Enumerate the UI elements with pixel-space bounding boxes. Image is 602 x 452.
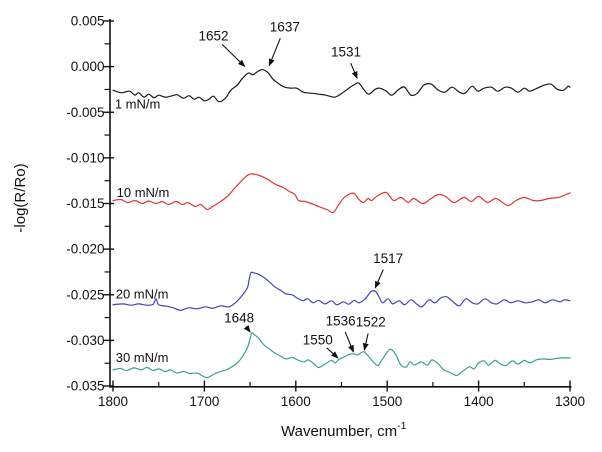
annotation-arrow-1648 [243, 324, 251, 333]
x-tick-label: 1800 [98, 394, 128, 409]
curve-20-mn-m [112, 271, 571, 311]
annotation-label-1536: 1536 [326, 313, 356, 328]
x-tick-label: 1400 [464, 394, 494, 409]
curve-label-1-mn-m: 1 mN/m [115, 97, 161, 112]
annotation-arrow-1522 [362, 333, 369, 351]
y-tick-label: -0.005 [66, 105, 104, 120]
annotation-arrow-1536 [344, 331, 354, 353]
y-tick-label: -0.035 [66, 379, 104, 394]
annotation-arrow-1550 [326, 347, 339, 359]
annotation-arrow-1652 [221, 43, 246, 68]
curve-label-30-mn-m: 30 mN/m [116, 350, 169, 365]
y-tick-label: -0.015 [66, 196, 104, 211]
y-tick-label: -0.030 [66, 333, 104, 348]
x-axis-title-superscript: -1 [397, 420, 406, 432]
curve-label-20-mn-m: 20 mN/m [116, 286, 169, 301]
y-tick-label: 0.000 [71, 59, 105, 74]
annotation-label-1531: 1531 [331, 45, 361, 60]
x-tick-label: 1300 [555, 394, 585, 409]
y-axis-title: -log(R/Ro) [12, 163, 29, 232]
annotation-label-1550: 1550 [303, 332, 333, 347]
annotation-arrow-1517 [374, 269, 384, 289]
x-axis-title-main: Wavenumber, cm [281, 423, 397, 440]
x-tick-label: 1700 [189, 394, 219, 409]
annotation-label-1522: 1522 [356, 314, 386, 329]
y-tick-label: -0.025 [66, 287, 104, 302]
plot-area: 1800 1700 1600 1500 1400 1300 0.005 0.000 -0.005… [66, 14, 585, 410]
x-tick-label: 1600 [281, 394, 311, 409]
curve-30-mn-m [112, 332, 571, 379]
x-axis-title: Wavenumber, cm-1 [281, 420, 407, 440]
curve-1-mn-m [112, 68, 571, 103]
y-tick-label: -0.020 [66, 242, 104, 257]
annotation-arrow-1531 [350, 62, 358, 80]
annotation-arrow-1637 [268, 37, 281, 67]
y-tick-label: -0.010 [66, 150, 104, 165]
annotation-label-1652: 1652 [199, 28, 229, 43]
curve-10-mn-m [112, 173, 571, 214]
annotation-label-1637: 1637 [270, 20, 300, 35]
x-tick-label: 1500 [372, 394, 402, 409]
curve-label-10-mn-m: 10 mN/m [117, 185, 170, 200]
annotation-label-1648: 1648 [224, 310, 254, 325]
annotation-label-1517: 1517 [373, 251, 403, 266]
y-tick-label: 0.005 [71, 14, 105, 29]
